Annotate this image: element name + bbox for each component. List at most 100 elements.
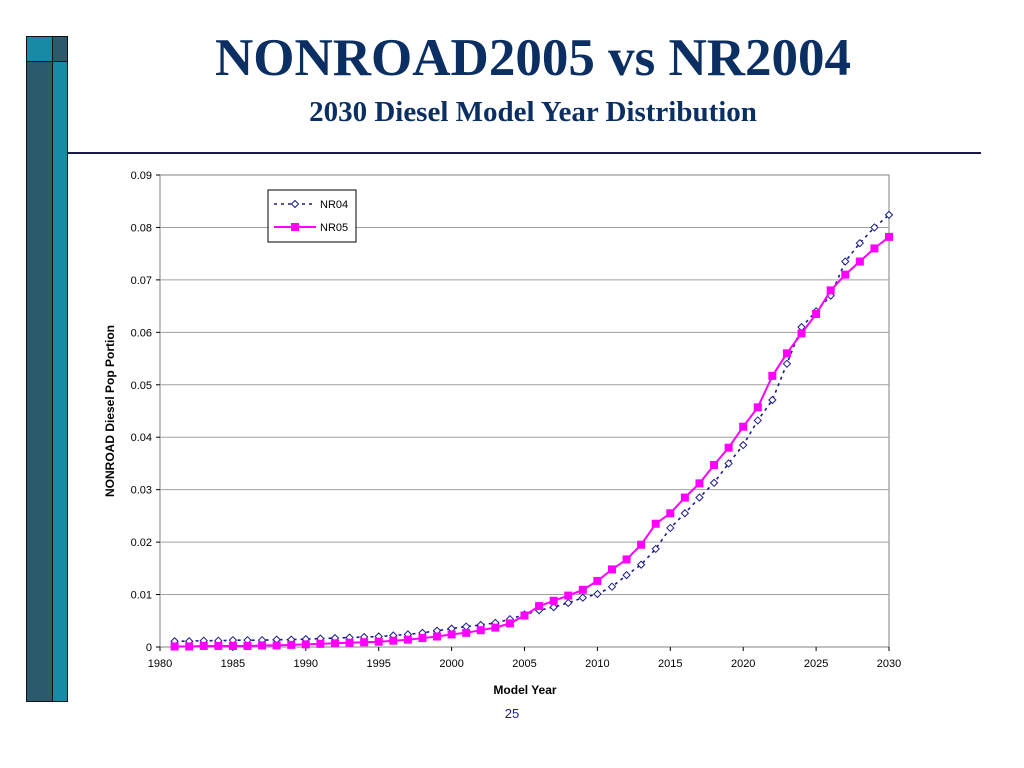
nr05-point bbox=[287, 640, 296, 649]
nr05-point bbox=[389, 636, 398, 645]
nr05-point bbox=[214, 641, 223, 650]
nr05-point bbox=[826, 286, 835, 295]
y-tick-label: 0.02 bbox=[131, 537, 152, 549]
nr05-point bbox=[593, 576, 602, 585]
nr04-point bbox=[578, 593, 588, 602]
x-tick-label: 2010 bbox=[585, 658, 609, 670]
nr05-point bbox=[695, 479, 704, 488]
x-tick-label: 2000 bbox=[439, 658, 463, 670]
nr05-point bbox=[316, 639, 325, 648]
legend-nr04-marker bbox=[290, 199, 300, 209]
nr05-point bbox=[330, 639, 339, 648]
nr05-point bbox=[345, 638, 354, 647]
nr05-point bbox=[768, 371, 777, 380]
nr04-point bbox=[738, 440, 748, 450]
nr05-point bbox=[651, 519, 660, 528]
x-tick-label: 1980 bbox=[148, 658, 172, 670]
nr05-point bbox=[564, 591, 573, 600]
nr05-point bbox=[666, 509, 675, 518]
nr04-point bbox=[695, 493, 704, 502]
legend-box bbox=[267, 189, 357, 243]
nr05-point bbox=[433, 632, 442, 641]
nr05-point bbox=[637, 540, 646, 549]
nr05-point bbox=[243, 641, 252, 650]
x-tick-label: 2020 bbox=[731, 658, 755, 670]
nr05-point bbox=[301, 640, 310, 649]
nr05-point bbox=[374, 637, 383, 646]
nr05-point bbox=[782, 349, 791, 358]
nr04-point bbox=[607, 582, 617, 591]
y-tick-label: 0.06 bbox=[131, 327, 152, 339]
nr04-point bbox=[855, 238, 865, 248]
x-axis-label: Model Year bbox=[493, 683, 556, 697]
nr04-point bbox=[564, 598, 573, 608]
y-tick-label: 0.05 bbox=[131, 380, 152, 392]
nr04-point bbox=[666, 523, 675, 533]
nr04-point bbox=[680, 509, 690, 518]
nr04-point bbox=[593, 589, 602, 599]
nr05-point bbox=[272, 641, 281, 650]
nr05-point bbox=[870, 244, 879, 253]
x-tick-label: 2015 bbox=[658, 658, 682, 670]
legend-nr05-label: NR05 bbox=[320, 222, 348, 234]
nr04-point bbox=[870, 223, 879, 232]
y-tick-label: 0.07 bbox=[131, 275, 152, 287]
nr05-point bbox=[418, 634, 427, 643]
y-axis-label: NONROAD Diesel Pop Portion bbox=[103, 325, 117, 497]
nr05-point bbox=[622, 555, 631, 564]
legend-nr04-label: NR04 bbox=[320, 199, 348, 211]
slide-title: NONROAD2005 vs NR2004 bbox=[215, 29, 851, 87]
plot-area bbox=[159, 174, 890, 648]
nr04-point bbox=[622, 570, 631, 580]
title-divider bbox=[68, 152, 981, 154]
x-tick-label: 2030 bbox=[877, 658, 901, 670]
nr05-point bbox=[578, 585, 587, 594]
nr05-point bbox=[360, 638, 369, 647]
y-axis-ticks: 0 0.01 0.02 0.03 0.04 0.05 0.06 0.07 0.08 0.09 bbox=[131, 170, 160, 654]
x-tick-label: 2025 bbox=[804, 658, 828, 670]
slide-subtitle: 2030 Diesel Model Year Distribution bbox=[309, 96, 757, 128]
nr05-point bbox=[185, 642, 194, 651]
nr05-point bbox=[841, 270, 850, 279]
nr05-point bbox=[680, 493, 689, 502]
series-nr05 bbox=[170, 232, 893, 651]
x-tick-label: 1990 bbox=[294, 658, 318, 670]
nr05-point bbox=[170, 642, 179, 651]
nr05-point bbox=[403, 635, 412, 644]
nr05-point bbox=[885, 232, 893, 241]
page-number: 25 bbox=[504, 706, 520, 721]
nr05-point bbox=[753, 403, 762, 412]
nr04-point bbox=[651, 544, 660, 554]
nr04-point bbox=[636, 560, 646, 569]
legend: NR04 NR05 bbox=[267, 189, 357, 243]
x-tick-label: 2005 bbox=[512, 658, 536, 670]
x-tick-label: 1985 bbox=[221, 658, 245, 670]
nr04-point bbox=[724, 459, 733, 468]
nr05-point bbox=[607, 565, 616, 574]
nr05-point bbox=[812, 309, 821, 318]
nr05-point bbox=[505, 619, 514, 628]
nr04-point bbox=[768, 395, 777, 405]
y-tick-label: 0.09 bbox=[131, 170, 152, 182]
sidebar-dark-square bbox=[52, 36, 68, 62]
gridlines bbox=[160, 226, 889, 596]
nr05-point bbox=[797, 329, 806, 338]
x-tick-label: 1995 bbox=[366, 658, 390, 670]
nr05-point bbox=[739, 422, 748, 431]
nr05-point bbox=[476, 626, 485, 635]
nr05-point bbox=[199, 641, 208, 650]
nr04-point bbox=[782, 359, 792, 369]
y-tick-label: 0.03 bbox=[131, 485, 152, 497]
legend-nr05-marker bbox=[291, 223, 299, 231]
nr05-point bbox=[855, 257, 864, 266]
y-tick-label: 0.04 bbox=[131, 432, 152, 444]
y-tick-label: 0.01 bbox=[131, 590, 152, 602]
nr05-point bbox=[491, 623, 500, 632]
nr05-point bbox=[724, 443, 733, 452]
nr04-point bbox=[709, 478, 719, 488]
nr04-point bbox=[753, 416, 762, 425]
sidebar-dark-bar bbox=[26, 36, 54, 702]
nr04-point bbox=[884, 210, 894, 220]
nr05-point bbox=[228, 641, 237, 650]
